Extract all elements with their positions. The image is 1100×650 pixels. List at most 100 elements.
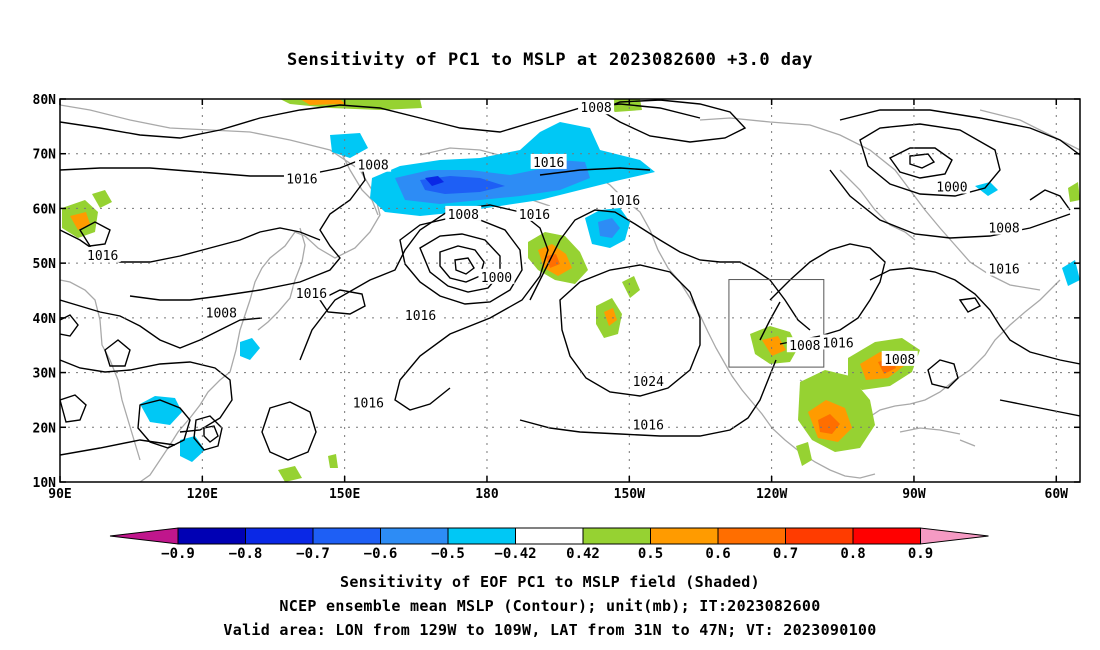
contour-label: 1016 <box>405 309 436 324</box>
contour-label-bg <box>84 246 121 262</box>
contour-label: 1008 <box>448 208 479 223</box>
lat-tick-label: 40N <box>33 312 57 327</box>
colorbar-label: −0.9 <box>161 546 195 562</box>
plot-title: Sensitivity of PC1 to MSLP at 2023082600… <box>286 50 813 70</box>
colorbar-label: 0.8 <box>840 546 865 562</box>
lon-tick-label: 180 <box>475 487 499 502</box>
contour-label-bg <box>786 337 823 353</box>
colorbar-arrow-min <box>109 527 179 545</box>
colorbar-label: 0.9 <box>908 546 933 562</box>
contour-label: 1016 <box>822 336 853 351</box>
colorbar-bin <box>245 527 314 545</box>
contour-label: 1016 <box>296 287 327 302</box>
sensitivity-shading <box>62 99 1080 482</box>
lon-tick-label: 120W <box>756 487 787 502</box>
negative-region-scs2 <box>180 436 205 462</box>
lon-tick-label: 60W <box>1045 487 1069 502</box>
contour-label-bg <box>350 394 387 410</box>
colorbar-bin <box>852 527 921 545</box>
colorbar-label: 0.5 <box>638 546 663 562</box>
negative-region-north <box>330 133 368 158</box>
colorbar <box>109 527 989 545</box>
negative-region-hudson <box>975 182 998 196</box>
contour-label: 1024 <box>633 375 664 390</box>
colorbar-bin <box>785 527 854 545</box>
lon-tick-label: 150W <box>614 487 645 502</box>
positive-core-arctic <box>300 99 345 105</box>
colorbar-bin <box>650 527 719 545</box>
lat-tick-label: 50N <box>33 257 57 272</box>
positive-region-caribbean <box>796 442 812 466</box>
contour-label: 1016 <box>87 249 118 264</box>
colorbar-label: −0.5 <box>431 546 465 562</box>
negative-region-atlantic <box>1062 260 1080 286</box>
contour-label: 1008 <box>789 339 820 354</box>
contour-label-bg <box>402 307 439 323</box>
positive-core-central-asia <box>70 212 90 230</box>
lon-axis: 90E 120E 150E 180 150W 120W 90W 60W <box>48 99 1068 502</box>
positive-region-atlantic <box>1068 182 1080 202</box>
lat-tick-label: 20N <box>33 421 57 436</box>
negative-region-japan <box>240 338 260 360</box>
colorbar-label: −0.42 <box>494 546 536 562</box>
contour-label-bg <box>445 205 482 221</box>
positive-max-gulf <box>818 414 840 434</box>
colorbar-bin <box>717 527 786 545</box>
colorbar-label: 0.6 <box>705 546 730 562</box>
contour-label: 1016 <box>353 397 384 412</box>
valid-area-box <box>728 279 825 368</box>
negative-region-gulf-alaska-core <box>598 218 620 238</box>
contour-label-bg <box>530 153 567 169</box>
lat-tick-label: 30N <box>33 367 57 382</box>
contour-label: 1016 <box>533 156 564 171</box>
positive-region-central-asia2 <box>92 190 112 208</box>
contour-label: 1016 <box>286 172 317 187</box>
contour-label-bg <box>203 304 240 320</box>
colorbar-arrow-max <box>920 527 989 545</box>
lat-tick-label: 80N <box>33 93 57 108</box>
contour-label: 1008 <box>206 306 237 321</box>
colorbar-bin <box>177 527 246 545</box>
colorbar-labels: −0.9 −0.8 −0.7 −0.6 −0.5 −0.42 0.42 0.5 0.6 0.7 0.… <box>161 546 933 562</box>
contour-label: 1000 <box>936 181 967 196</box>
contour-label: 1008 <box>357 159 388 174</box>
lon-tick-label: 90E <box>48 487 71 502</box>
colorbar-bin <box>447 527 516 545</box>
lat-tick-label: 60N <box>33 202 57 217</box>
negative-region-scs <box>140 396 182 425</box>
lon-tick-label: 150E <box>329 487 360 502</box>
contour-label: 1016 <box>988 263 1019 278</box>
contour-label: 1008 <box>884 353 915 368</box>
contour-label-bg <box>881 350 918 366</box>
negative-core-bering-max <box>425 176 444 186</box>
contour-label-bg <box>630 372 667 388</box>
contour-label-bg <box>516 205 553 221</box>
lon-tick-label: 90W <box>902 487 926 502</box>
lon-tick-label: 120E <box>187 487 218 502</box>
contour-label-bg <box>283 170 320 186</box>
positive-max-north-pacific <box>546 254 560 268</box>
contour-label: 1000 <box>481 271 512 286</box>
colorbar-bin <box>312 527 381 545</box>
contour-label: 1016 <box>519 208 550 223</box>
lat-tick-label: 70N <box>33 148 57 163</box>
contour-label: 1016 <box>609 194 640 209</box>
caption-line-1: Sensitivity of EOF PC1 to MSLP field (Sh… <box>340 573 760 591</box>
lat-axis: 80N 70N 60N 50N 40N 30N 20N 10N <box>33 93 1080 491</box>
contour-label: 1008 <box>580 101 611 116</box>
positive-region-wpac <box>278 466 302 482</box>
positive-core-mid-pacific <box>604 308 617 326</box>
contour-label-bg <box>478 268 515 284</box>
colorbar-bin <box>515 527 584 545</box>
positive-region-wpac2 <box>328 454 338 468</box>
contour-label-bg <box>355 156 392 172</box>
colorbar-bin <box>582 527 651 545</box>
contour-label-bg <box>933 178 970 194</box>
positive-region-mid-pacific2 <box>622 276 640 298</box>
lat-tick-label: 10N <box>33 476 57 491</box>
caption-line-2: NCEP ensemble mean MSLP (Contour); unit(… <box>279 597 821 615</box>
contour-label-bg <box>986 260 1023 276</box>
map-frame <box>59 98 1081 483</box>
colorbar-label: −0.8 <box>229 546 263 562</box>
